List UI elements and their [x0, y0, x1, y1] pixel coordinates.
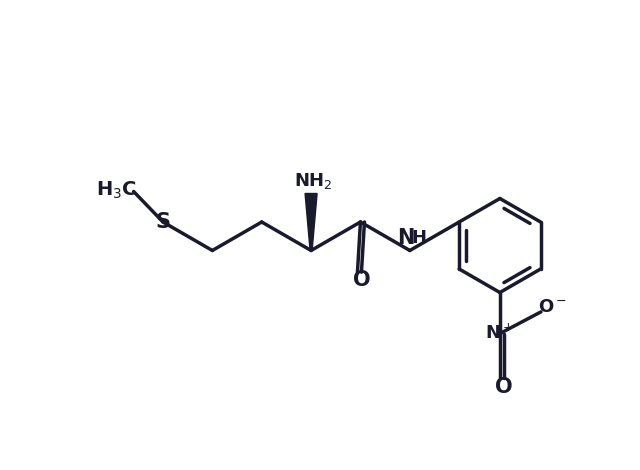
Text: O: O	[495, 377, 513, 397]
Text: O: O	[353, 270, 371, 290]
Text: H$_3$C: H$_3$C	[96, 180, 137, 201]
Text: S: S	[156, 212, 170, 232]
Text: N: N	[397, 227, 415, 248]
Text: O$^-$: O$^-$	[538, 298, 568, 316]
Polygon shape	[305, 194, 317, 251]
Text: NH$_2$: NH$_2$	[294, 171, 332, 190]
Text: N$^+$: N$^+$	[485, 324, 515, 343]
Text: H: H	[412, 228, 426, 246]
